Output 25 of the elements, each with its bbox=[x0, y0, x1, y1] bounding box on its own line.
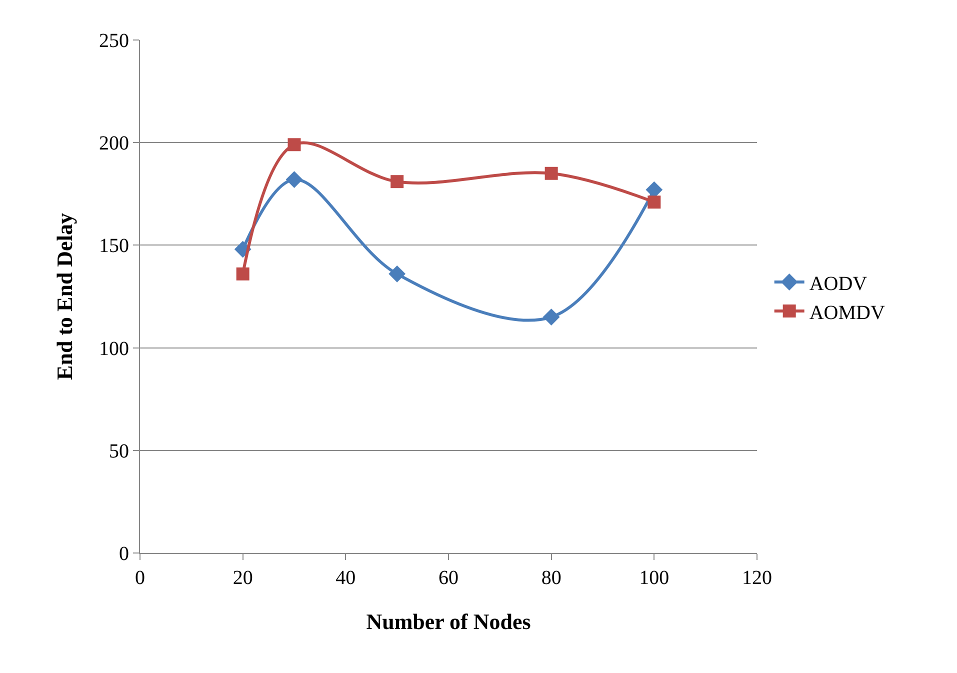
point bbox=[390, 175, 404, 188]
x-tick-label: 100 bbox=[639, 567, 670, 589]
y-tick-label: 200 bbox=[99, 132, 129, 155]
point bbox=[544, 166, 558, 180]
x-tick-label: 60 bbox=[438, 567, 458, 589]
x-tick-label: 120 bbox=[742, 567, 772, 589]
y-tick-label: 150 bbox=[99, 235, 129, 258]
legend-label: AOMDV bbox=[809, 302, 886, 324]
y-tick-label: 50 bbox=[109, 440, 129, 462]
y-tick-label: 100 bbox=[99, 338, 129, 360]
point bbox=[286, 171, 303, 188]
point bbox=[288, 138, 301, 152]
point bbox=[542, 308, 560, 326]
x-tick-label: 20 bbox=[232, 567, 253, 589]
x-tick-label: 40 bbox=[336, 567, 356, 589]
y-tick-label: 0 bbox=[119, 543, 129, 565]
x-axis-title: Number of Nodes bbox=[366, 609, 532, 634]
y-tick-label: 250 bbox=[99, 30, 129, 52]
point bbox=[648, 196, 661, 209]
y-axis-title: End to End Delay bbox=[52, 213, 77, 380]
legend-label: AODV bbox=[809, 272, 868, 295]
point bbox=[236, 267, 250, 280]
x-tick-label: 0 bbox=[135, 567, 145, 589]
x-tick-label: 80 bbox=[541, 567, 562, 589]
point bbox=[388, 265, 406, 282]
